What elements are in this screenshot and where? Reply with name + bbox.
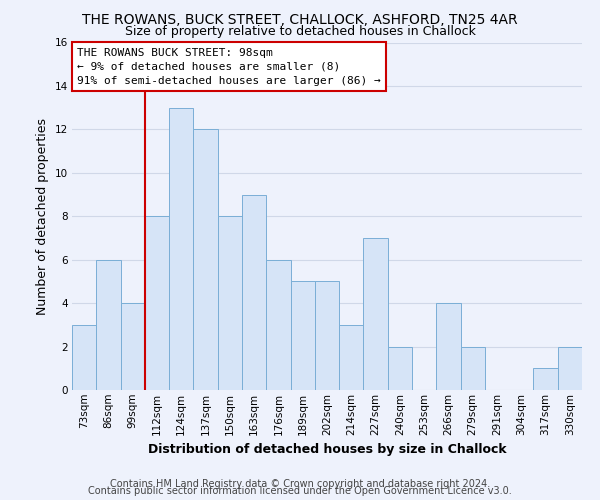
Bar [558, 346, 582, 390]
Text: Contains HM Land Registry data © Crown copyright and database right 2024.: Contains HM Land Registry data © Crown c… [110, 479, 490, 489]
Bar [388, 346, 412, 390]
Bar [242, 194, 266, 390]
Y-axis label: Number of detached properties: Number of detached properties [36, 118, 49, 315]
Bar [364, 238, 388, 390]
Bar [290, 282, 315, 390]
Bar [72, 325, 96, 390]
Bar [121, 303, 145, 390]
Text: Size of property relative to detached houses in Challock: Size of property relative to detached ho… [125, 25, 475, 38]
Bar [315, 282, 339, 390]
Bar [193, 130, 218, 390]
Text: Contains public sector information licensed under the Open Government Licence v3: Contains public sector information licen… [88, 486, 512, 496]
Bar [533, 368, 558, 390]
Bar [145, 216, 169, 390]
Bar [436, 303, 461, 390]
Bar [96, 260, 121, 390]
Bar [339, 325, 364, 390]
Text: THE ROWANS BUCK STREET: 98sqm
← 9% of detached houses are smaller (8)
91% of sem: THE ROWANS BUCK STREET: 98sqm ← 9% of de… [77, 48, 381, 86]
Bar [218, 216, 242, 390]
X-axis label: Distribution of detached houses by size in Challock: Distribution of detached houses by size … [148, 443, 506, 456]
Bar [266, 260, 290, 390]
Bar [169, 108, 193, 390]
Bar [461, 346, 485, 390]
Text: THE ROWANS, BUCK STREET, CHALLOCK, ASHFORD, TN25 4AR: THE ROWANS, BUCK STREET, CHALLOCK, ASHFO… [82, 12, 518, 26]
